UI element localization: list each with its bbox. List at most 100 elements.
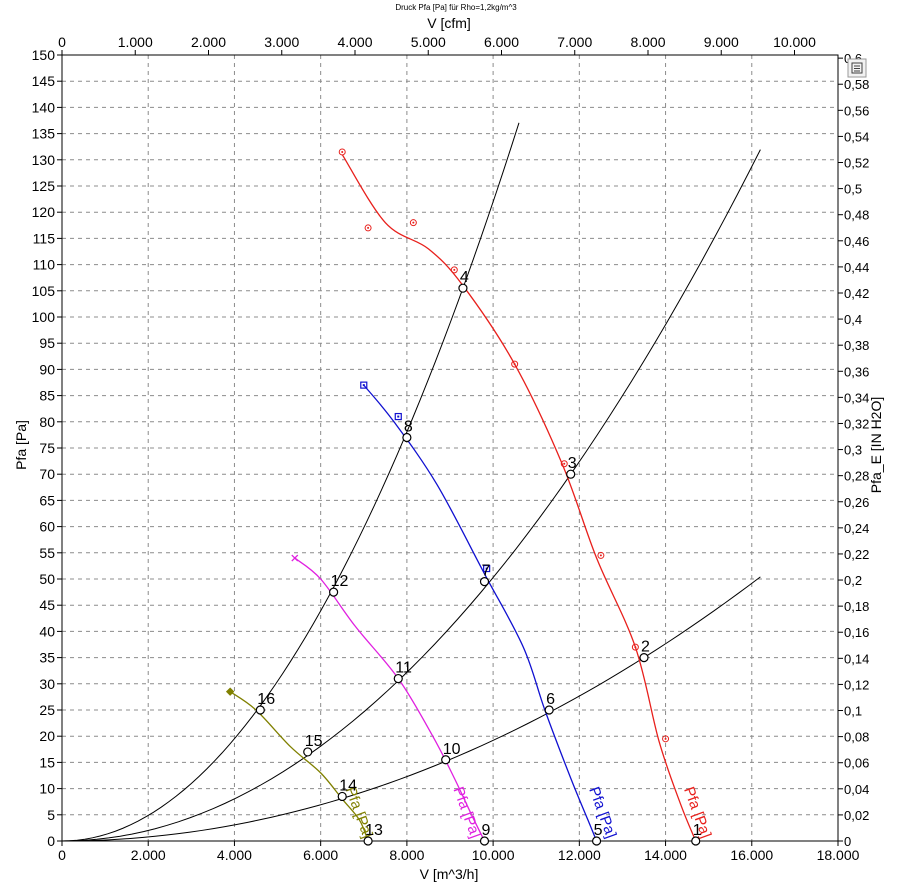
y-tick-label: 115 — [33, 230, 56, 246]
x2-tick-label: 1.000 — [118, 34, 153, 50]
operating-point — [591, 836, 602, 846]
operating-point-label: 10 — [443, 741, 461, 758]
data-marker — [631, 643, 639, 651]
y-axis-title: Pfa [Pa] — [13, 420, 29, 470]
operating-point — [255, 705, 265, 715]
operating-point-label: 13 — [365, 822, 383, 839]
data-marker — [360, 381, 368, 389]
x-tick-label: 4.000 — [217, 847, 252, 863]
x-tick-label: 0 — [58, 847, 66, 863]
y-tick-label: 10 — [39, 781, 55, 797]
y2-tick-label: 0,28 — [844, 469, 869, 484]
plot-frame — [61, 54, 839, 842]
x-tick-label: 10.000 — [472, 847, 515, 863]
data-marker — [409, 219, 417, 227]
y2-tick-label: 0,1 — [844, 704, 862, 719]
y2-tick-label: 0,02 — [844, 808, 869, 823]
y2-tick-label: 0,3 — [844, 443, 862, 458]
data-marker — [560, 460, 568, 468]
chart-title: Druck Pfa [Pa] für Rho=1,2kg/m^3 — [395, 3, 517, 12]
data-marker-dot — [412, 221, 415, 224]
y2-tick-label: 0,34 — [844, 390, 869, 405]
operating-point — [479, 577, 490, 587]
x2-tick-label: 4.000 — [337, 34, 372, 50]
y2-tick-label: 0,12 — [844, 677, 869, 692]
y2-tick-label: 0,18 — [844, 599, 869, 614]
operating-point-label: 9 — [481, 822, 490, 839]
y2-tick-label: 0,32 — [844, 416, 869, 431]
y2-tick-label: 0,14 — [844, 651, 869, 666]
operating-point-label: 4 — [460, 269, 469, 286]
y-tick-label: 5 — [47, 807, 55, 823]
operating-point — [402, 432, 412, 443]
operating-point-label: 14 — [339, 777, 357, 794]
data-marker — [511, 360, 519, 368]
data-marker-dot — [367, 226, 370, 229]
y-tick-label: 150 — [32, 47, 56, 63]
x-tick-label: 18.000 — [817, 847, 860, 863]
operating-point-label: 16 — [257, 691, 275, 708]
y2-tick-label: 0,42 — [844, 286, 869, 301]
operating-point-label: 1 — [693, 822, 702, 839]
chart-menu-button[interactable] — [847, 58, 867, 78]
x2-tick-label: 8.000 — [630, 34, 665, 50]
y2-tick-label: 0,54 — [844, 129, 869, 144]
y-tick-label: 20 — [39, 728, 55, 744]
y-tick-label: 110 — [33, 257, 56, 273]
data-marker-dot — [563, 462, 566, 465]
operating-point — [691, 836, 701, 846]
operating-point — [639, 652, 649, 663]
data-marker — [394, 412, 402, 421]
y2-tick-label: 0,58 — [844, 77, 869, 92]
operating-point — [458, 283, 468, 293]
operating-point-label: 5 — [594, 822, 603, 839]
x2-tick-label: 2.000 — [191, 34, 226, 50]
data-marker — [597, 551, 605, 559]
y2-tick-label: 0,24 — [844, 521, 869, 536]
x-tick-label: 14.000 — [644, 847, 687, 863]
y-tick-label: 140 — [32, 99, 56, 115]
y-tick-label: 90 — [39, 361, 55, 377]
y-tick-label: 75 — [39, 440, 55, 456]
x-tick-label: 6.000 — [303, 847, 338, 863]
y2-tick-label: 0,22 — [844, 547, 869, 562]
operating-point — [544, 705, 554, 715]
y2-tick-label: 0,48 — [844, 208, 869, 223]
y2-tick-label: 0,2 — [844, 573, 862, 588]
y-tick-label: 55 — [39, 545, 55, 561]
y-tick-label: 70 — [39, 466, 55, 482]
y-tick-label: 45 — [39, 597, 55, 613]
operating-point — [566, 469, 576, 479]
operating-point-label: 7 — [481, 563, 490, 580]
system-curve-1 — [61, 122, 520, 842]
y-tick-label: 25 — [39, 702, 55, 718]
y2-tick-label: 0,06 — [844, 756, 869, 771]
y2-tick-label: 0,38 — [844, 338, 869, 353]
fan-curve-2 — [363, 384, 598, 842]
y-tick-label: 95 — [39, 335, 55, 351]
x2-tick-label: 6.000 — [484, 34, 519, 50]
y-tick-label: 105 — [32, 283, 56, 299]
y2-tick-label: 0,56 — [844, 103, 869, 118]
operating-point-label: 12 — [331, 573, 349, 590]
x-tick-label: 8.000 — [389, 847, 424, 863]
y2-tick-label: 0,16 — [844, 625, 869, 640]
y2-tick-label: 0,26 — [844, 495, 869, 510]
x2-tick-label: 0 — [58, 34, 66, 50]
y-tick-label: 120 — [32, 204, 56, 220]
y-tick-label: 60 — [39, 519, 55, 535]
operating-point — [337, 791, 347, 802]
data-marker — [291, 554, 299, 562]
operating-point — [363, 836, 373, 846]
data-marker — [662, 735, 670, 743]
operating-point — [479, 836, 490, 846]
x-tick-label: 12.000 — [558, 847, 601, 863]
operating-point-label: 15 — [305, 733, 323, 750]
data-marker-dot — [513, 363, 516, 366]
operating-point-label: 2 — [641, 639, 650, 656]
x-tick-label: 16.000 — [730, 847, 773, 863]
y-tick-label: 15 — [39, 754, 55, 770]
data-marker-dot — [397, 415, 400, 418]
data-marker — [338, 148, 346, 156]
